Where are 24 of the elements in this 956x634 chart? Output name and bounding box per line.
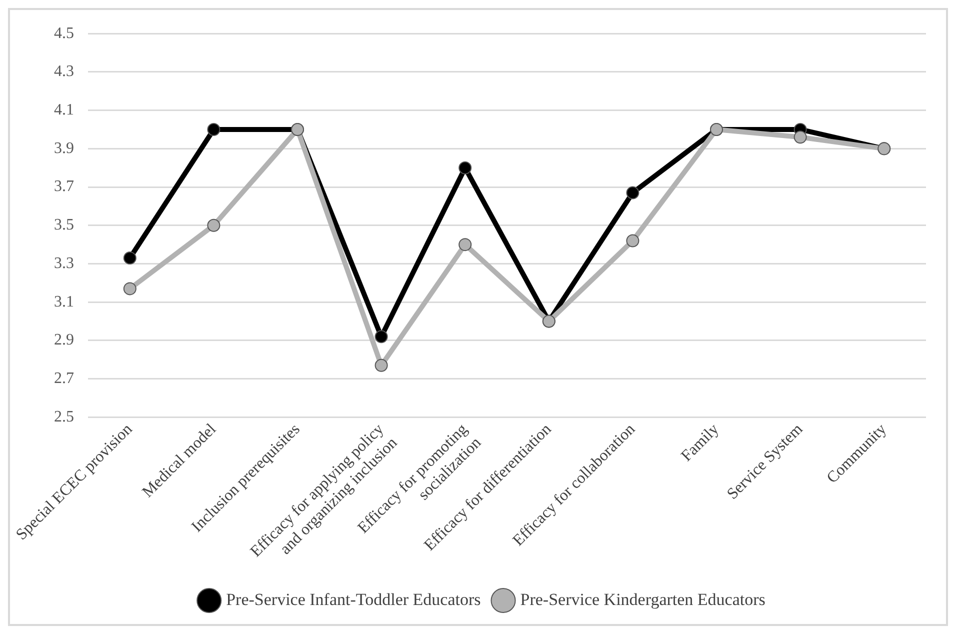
point (626, 186, 640, 200)
point (207, 218, 220, 232)
y-tick-label: 3.9 (54, 140, 74, 157)
y-tick-label: 3.3 (54, 254, 74, 272)
point (626, 234, 640, 248)
y-tick-label: 3.5 (54, 216, 74, 234)
legend-label: Pre-Service Infant-Toddler Educators (226, 590, 481, 609)
point (123, 282, 136, 296)
y-tick-label: 2.7 (54, 370, 74, 388)
y-tick-label: 3.7 (54, 178, 74, 196)
point (123, 252, 136, 264)
point (794, 130, 807, 144)
y-tick-label: 2.5 (54, 408, 74, 426)
y-tick-label: 4.1 (54, 102, 74, 119)
point (207, 123, 220, 136)
point (374, 330, 388, 344)
y-tick-label: 2.9 (54, 332, 74, 349)
y-tick-label: 3.1 (54, 293, 74, 310)
point (458, 238, 472, 252)
point (374, 358, 388, 372)
y-tick-label: 4.5 (54, 24, 74, 42)
legend-label: Pre-Service Kindergarten Educators (520, 590, 766, 609)
y-tick-label: 4.3 (54, 63, 74, 80)
point (458, 161, 472, 174)
